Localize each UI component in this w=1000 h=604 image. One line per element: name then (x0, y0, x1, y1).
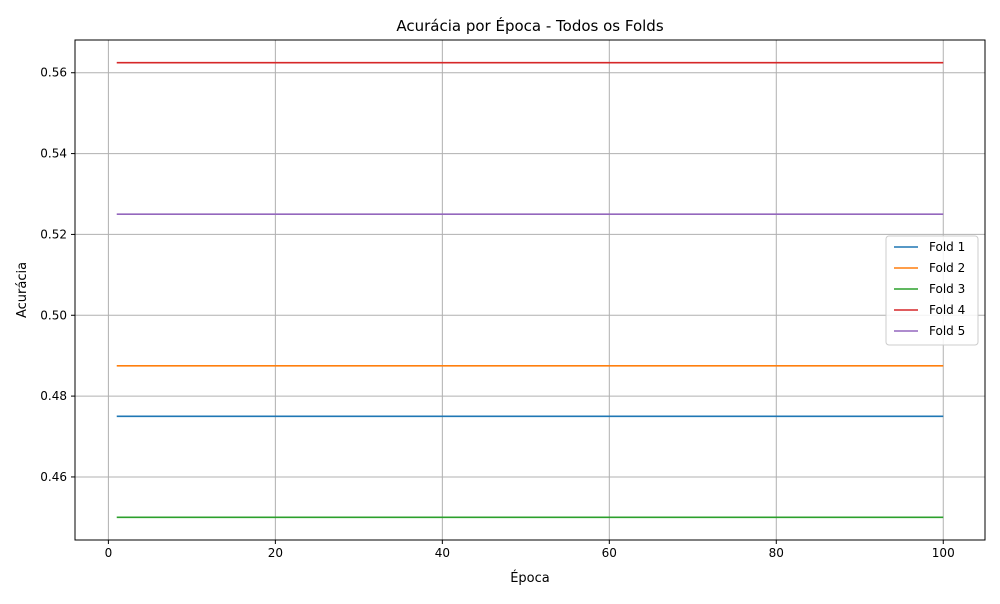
legend-label: Fold 4 (929, 303, 965, 317)
legend-label: Fold 2 (929, 261, 965, 275)
y-tick-label: 0.50 (40, 308, 67, 322)
x-tick-label: 20 (268, 546, 283, 560)
y-tick-label: 0.56 (40, 66, 67, 80)
series-lines (116, 61, 944, 519)
legend-label: Fold 3 (929, 282, 965, 296)
legend-box (885, 235, 979, 346)
legend: Fold 1 Fold 2 Fold 3 Fold 4 Fold 5 (885, 235, 979, 346)
x-tick-label: 80 (769, 546, 784, 560)
legend-label: Fold 5 (929, 324, 965, 338)
grid (75, 40, 985, 540)
x-tick-label: 100 (932, 546, 955, 560)
y-tick-label: 0.46 (40, 470, 67, 484)
x-axis-label: Época (510, 570, 550, 586)
legend-label: Fold 1 (929, 240, 965, 254)
x-tick-label: 40 (435, 546, 450, 560)
chart-title: Acurácia por Época - Todos os Folds (396, 16, 663, 35)
x-tick-label: 0 (105, 546, 113, 560)
x-tick-label: 60 (602, 546, 617, 560)
x-axis-ticks: 0 20 40 60 80 100 (105, 540, 955, 560)
y-tick-label: 0.48 (40, 389, 67, 403)
y-tick-label: 0.52 (40, 227, 67, 241)
plot-area-frame (74, 39, 986, 541)
y-tick-label: 0.54 (40, 147, 67, 161)
y-axis-ticks: 0.46 0.48 0.50 0.52 0.54 0.56 (40, 66, 75, 484)
y-axis-label: Acurácia (15, 262, 30, 318)
